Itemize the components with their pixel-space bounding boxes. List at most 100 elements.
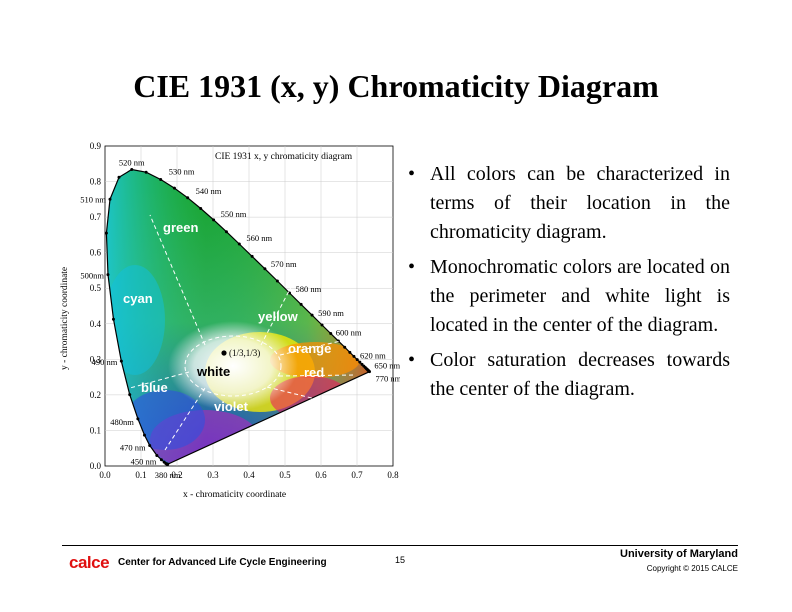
wavelength-label: 600 nm <box>336 328 362 338</box>
x-tick-label: 0.1 <box>135 470 146 480</box>
wavelength-label: 490 nm <box>92 357 118 367</box>
y-tick-label: 0.4 <box>90 319 102 329</box>
bullet-item: • All colors can be characterized in term… <box>408 160 730 247</box>
wavelength-label: 580 nm <box>296 284 322 294</box>
region-label-violet: violet <box>214 399 249 414</box>
x-tick-label: 0.5 <box>279 470 291 480</box>
wavelength-label: 570 nm <box>271 259 297 269</box>
wavelength-label: 770 nm <box>375 374 400 384</box>
locus-dot <box>144 170 148 174</box>
y-tick-label: 0.7 <box>90 212 102 222</box>
center-name: Center for Advanced Life Cycle Engineeri… <box>118 557 327 568</box>
bullet-text: Color saturation decreases towards the c… <box>430 349 730 400</box>
slide-title: CIE 1931 (x, y) Chromaticity Diagram <box>133 68 659 104</box>
locus-dot <box>162 460 166 464</box>
x-axis-label: x - chromaticity coordinate <box>183 490 286 498</box>
y-tick-label: 0.2 <box>90 390 101 400</box>
region-label-green: green <box>163 220 198 235</box>
x-tick-label: 0.4 <box>243 470 255 480</box>
locus-dot <box>106 273 110 277</box>
wavelength-label: 510 nm <box>80 194 106 204</box>
y-tick-label: 0.9 <box>90 141 102 151</box>
y-tick-label: 0.5 <box>90 283 102 293</box>
region-label-yellow: yellow <box>258 309 299 324</box>
white-point-dot <box>221 350 227 356</box>
locus-dot <box>108 197 112 201</box>
locus-dot <box>186 196 190 200</box>
y-tick-label: 0.6 <box>90 248 102 258</box>
bullet-item: • Monochromatic colors are located on the… <box>408 253 730 340</box>
x-tick-label: 0.3 <box>207 470 219 480</box>
bullet-text: All colors can be characterized in terms… <box>430 163 730 243</box>
wavelength-dots <box>104 168 371 466</box>
locus-dot <box>159 458 163 462</box>
locus-dot <box>155 453 159 457</box>
locus-dot <box>343 345 347 349</box>
y-axis-ticks: 0.0 0.1 0.2 0.3 0.4 0.5 0.6 0.7 0.8 0.9 <box>90 141 102 471</box>
x-tick-label: 0.7 <box>351 470 363 480</box>
wavelength-label: 560 nm <box>246 233 272 243</box>
white-point-label: (1/3,1/3) <box>229 348 260 358</box>
footer-divider <box>62 545 738 546</box>
wavelength-label: 520 nm <box>119 158 145 168</box>
locus-dot <box>352 354 356 358</box>
y-axis-label: y - chromaticity coordinate <box>60 267 70 370</box>
y-tick-label: 0.8 <box>90 177 102 187</box>
region-boundaries <box>129 214 356 451</box>
bullet-list: • All colors can be characterized in term… <box>408 160 730 410</box>
locus-dot <box>299 302 303 306</box>
region-label-red: red <box>304 365 324 380</box>
x-tick-label: 0.2 <box>171 470 182 480</box>
locus-dot <box>237 242 241 246</box>
locus-dot <box>148 443 152 447</box>
wavelength-label: 450 nm <box>131 457 157 467</box>
region-label-orange: orange <box>288 341 331 356</box>
locus-dot <box>136 417 140 421</box>
x-axis-ticks: 0.0 0.1 0.2 0.3 0.4 0.5 0.6 0.7 0.8 <box>99 470 399 480</box>
wavelength-label: 500nm <box>80 271 104 281</box>
locus-dot <box>367 370 371 374</box>
wavelength-label: 540 nm <box>196 186 222 196</box>
locus-dot <box>320 323 324 327</box>
locus-dot <box>119 359 123 363</box>
locus-dot <box>212 218 216 222</box>
wavelength-label: 550 nm <box>221 209 247 219</box>
locus-dot <box>159 177 163 181</box>
calce-logo: calce <box>69 553 110 572</box>
locus-dot <box>224 230 228 234</box>
region-label-blue: blue <box>141 380 168 395</box>
wavelength-label: 590 nm <box>318 308 344 318</box>
wavelength-label: 650 nm <box>374 361 400 371</box>
wavelength-label: 530 nm <box>169 166 195 176</box>
bullet-text: Monochromatic colors are located on the … <box>430 256 730 336</box>
y-tick-label: 0.1 <box>90 425 101 435</box>
locus-dot <box>263 267 267 271</box>
page-number: 15 <box>395 555 406 565</box>
wavelength-label: 480nm <box>110 417 134 427</box>
locus-dot <box>348 350 352 354</box>
locus-dot <box>250 254 254 258</box>
bullet-item: • Color saturation decreases towards the … <box>408 346 730 404</box>
locus-dot <box>117 175 121 179</box>
locus-dot <box>104 231 108 235</box>
copyright-notice: Copyright © 2015 CALCE <box>646 564 738 573</box>
cie-chromaticity-diagram: (1/3,1/3) green cyan yellow orange white… <box>60 141 400 498</box>
locus-dot <box>172 186 176 190</box>
y-tick-label: 0.0 <box>90 461 102 471</box>
locus-dot <box>275 279 279 283</box>
university-name: University of Maryland <box>620 548 738 560</box>
locus-dot <box>355 358 359 362</box>
wavelength-label: 620 nm <box>360 350 386 360</box>
locus-dot <box>128 393 132 397</box>
x-tick-label: 0.6 <box>315 470 327 480</box>
x-tick-label: 0.0 <box>99 470 111 480</box>
figure-title: CIE 1931 x, y chromaticity diagram <box>215 152 353 162</box>
region-label-cyan: cyan <box>123 291 153 306</box>
locus-dot <box>329 332 333 336</box>
y-tick-label: 0.3 <box>90 354 102 364</box>
locus-dot <box>358 360 362 364</box>
locus-dot <box>111 317 115 321</box>
locus-dot <box>310 313 314 317</box>
wavelength-label: 470 nm <box>120 442 146 452</box>
